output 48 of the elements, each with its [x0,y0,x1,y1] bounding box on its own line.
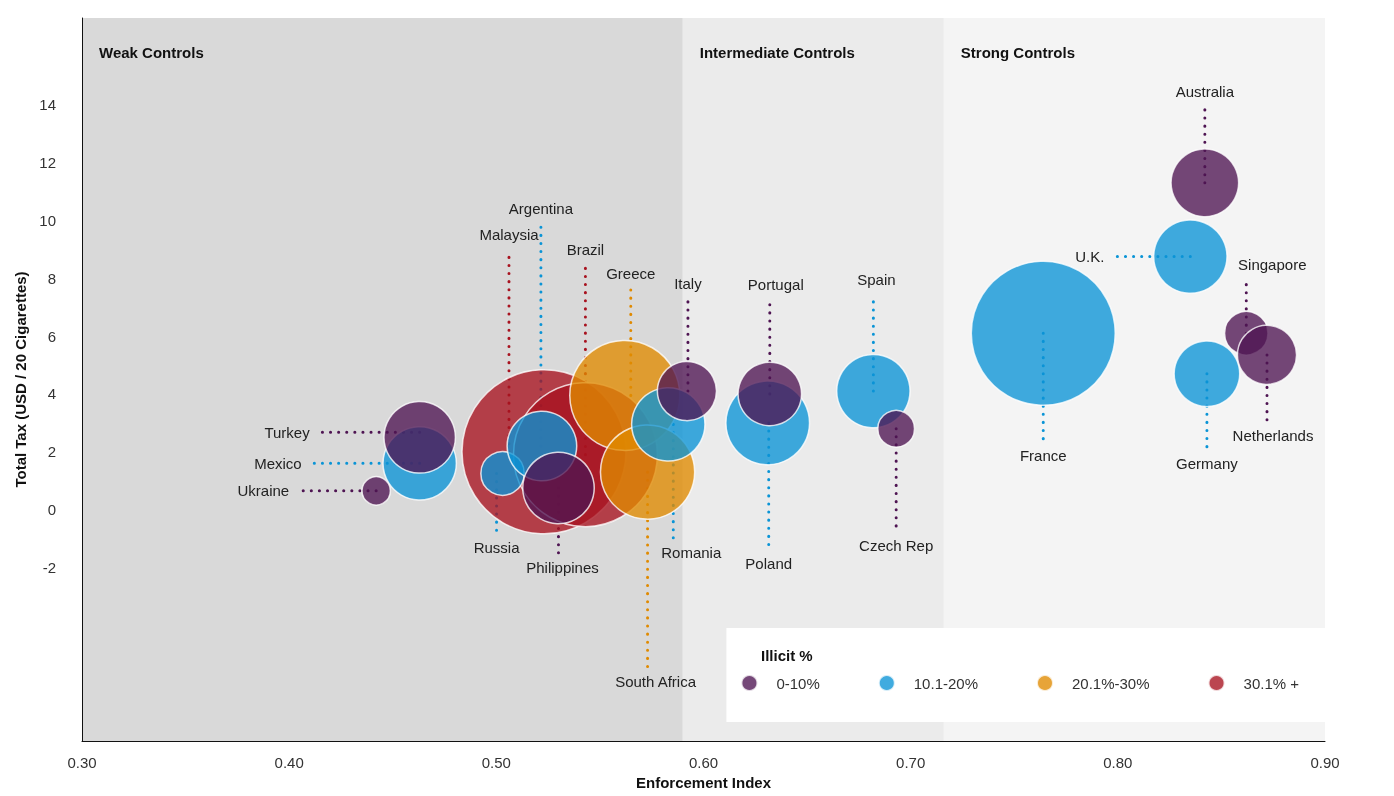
legend-title: Illicit % [761,647,813,664]
annotation: Russia [473,539,521,557]
annotation: Portugal [747,275,804,293]
annotation: Malaysia [479,225,540,243]
annotation: Mexico [254,454,302,472]
band-label: Intermediate Controls [699,44,855,61]
y-tick-label: 0 [47,501,56,519]
annotation: France [1019,447,1067,465]
x-tick-label: 0.40 [274,754,304,771]
y-tick-label: 8 [47,269,56,287]
annotation: U.K. [1075,248,1105,266]
y-axis-title: Total Tax (USD / 20 Cigarettes) [12,271,30,488]
annotation: Poland [745,554,793,572]
x-tick-label: 0.80 [1103,754,1133,771]
annotation: Brazil [566,240,605,258]
annotation: Czech Rep [859,536,934,554]
x-axis-title: Enforcement Index [635,774,772,791]
y-tick-label: -2 [42,558,56,576]
annotation: Spain [857,271,896,289]
legend-label: 30.1% + [1243,674,1300,692]
annotation: Singapore [1238,256,1307,274]
annotation: Romania [661,544,722,562]
y-tick-label: 14 [39,96,56,114]
x-tick-label: 0.60 [688,754,719,771]
band-label: Strong Controls [960,44,1075,61]
annotation: South Africa [615,673,697,691]
annotation: Ukraine [237,482,290,500]
x-tick-label: 0.30 [67,754,97,771]
annotation: Argentina [508,200,574,218]
annotation: Turkey [264,423,311,441]
legend-label: 0-10% [776,674,820,692]
x-tick-label: 0.90 [1310,754,1340,771]
y-tick-label: 12 [39,154,56,172]
y-tick-label: 10 [39,211,56,229]
y-tick-label: 2 [47,443,56,461]
y-tick-label: 4 [47,385,56,403]
legend-label: 10.1-20% [913,674,978,692]
annotation: Philippines [526,558,599,576]
band-label: Weak Controls [99,44,204,61]
annotation: Germany [1176,454,1239,472]
y-tick-label: 6 [47,327,56,345]
legend-label: 20.1%-30% [1071,674,1150,692]
x-tick-label: 0.50 [481,754,511,771]
annotation: Netherlands [1232,426,1314,444]
annotation: Italy [674,275,703,293]
annotation: Australia [1175,82,1235,100]
annotation: Greece [606,265,656,283]
x-tick-label: 0.70 [896,754,926,771]
